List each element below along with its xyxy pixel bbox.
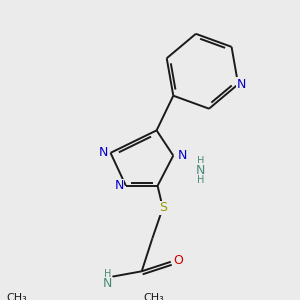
Text: O: O [174,254,184,267]
Text: H: H [104,269,111,279]
Text: S: S [159,202,167,214]
Text: N: N [237,78,246,91]
Text: N: N [196,164,206,177]
Text: N: N [114,179,124,192]
Text: CH₃: CH₃ [7,293,27,300]
Text: H: H [197,156,204,166]
Text: N: N [103,278,112,290]
Text: CH₃: CH₃ [143,293,164,300]
Text: H: H [197,175,204,185]
Text: N: N [99,146,108,159]
Text: N: N [178,149,187,162]
